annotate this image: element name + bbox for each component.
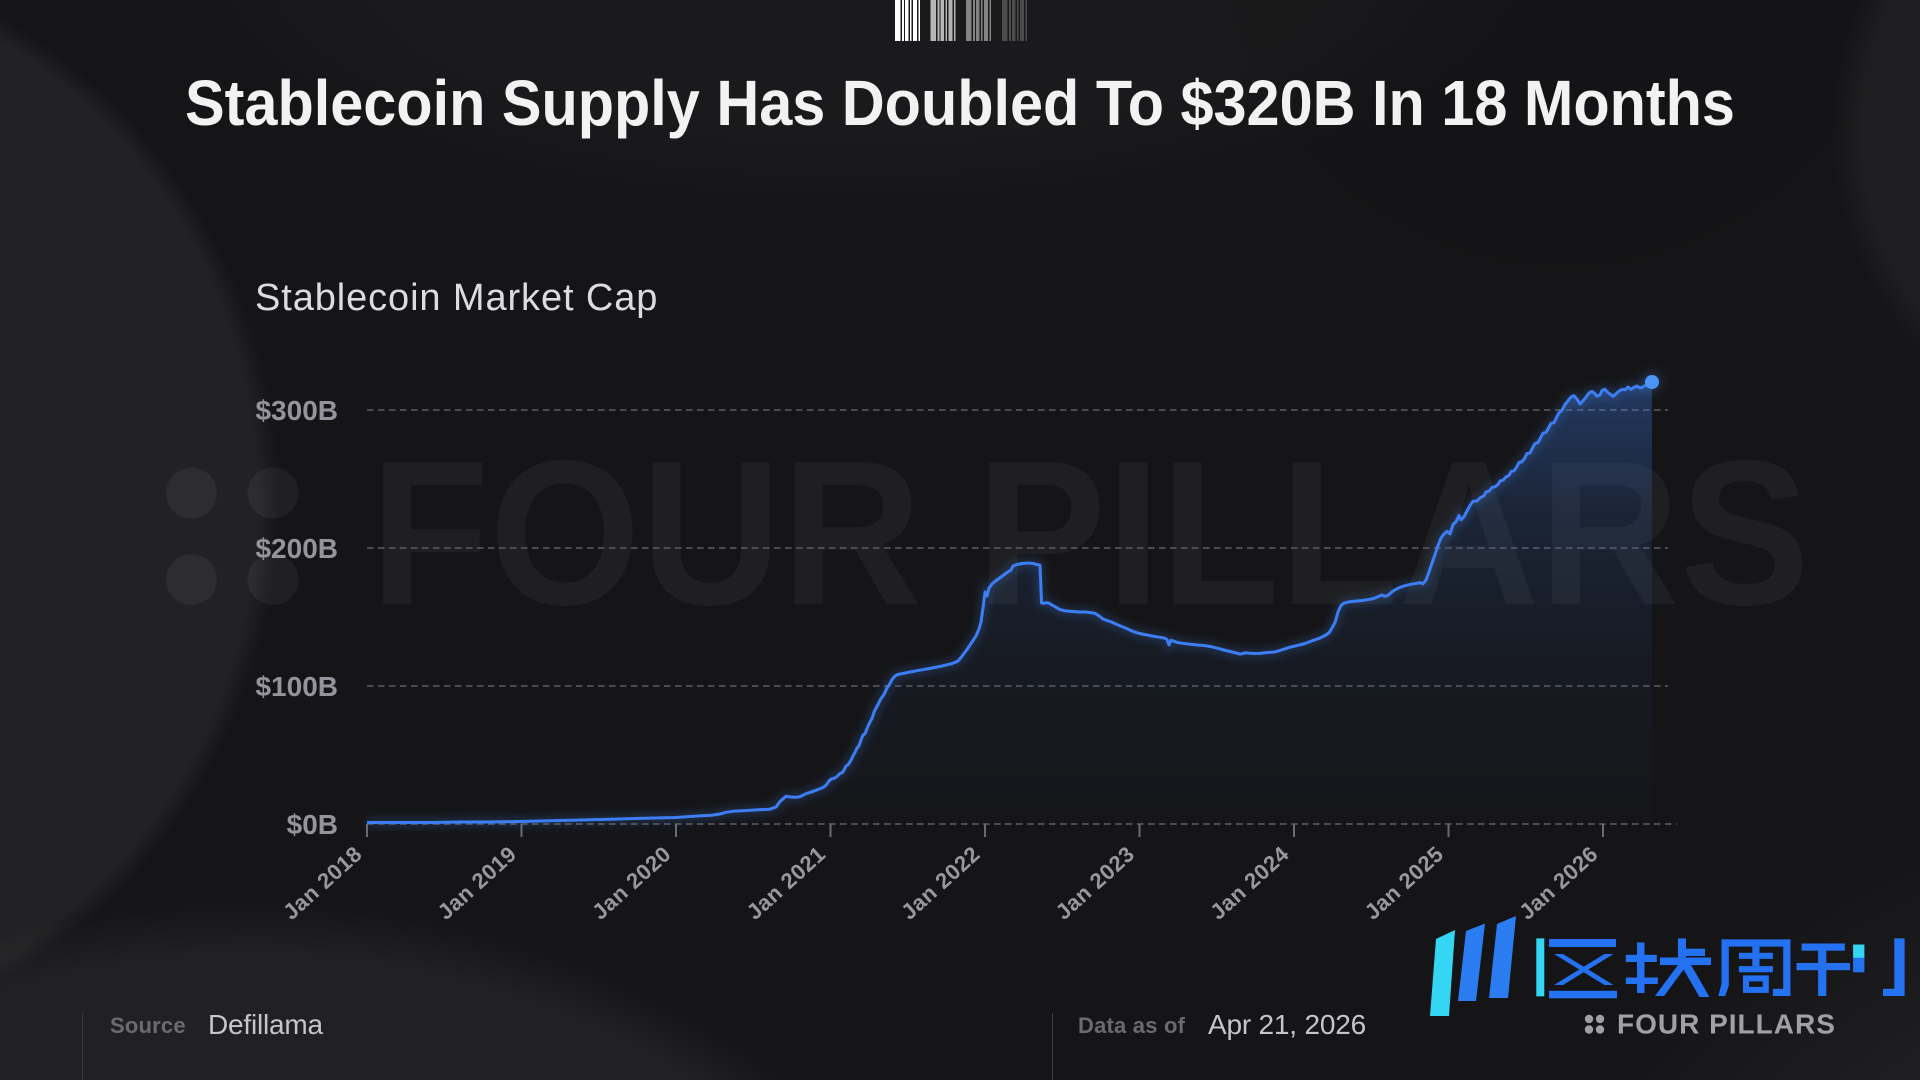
- svg-text:Jan 2018: Jan 2018: [278, 841, 367, 924]
- svg-text:Jan 2024: Jan 2024: [1205, 841, 1294, 925]
- svg-text:Jan 2023: Jan 2023: [1051, 841, 1140, 924]
- svg-text:Jan 2021: Jan 2021: [742, 841, 831, 924]
- svg-text:$100B: $100B: [255, 671, 338, 702]
- svg-text:Jan 2022: Jan 2022: [896, 841, 985, 924]
- svg-text:$200B: $200B: [255, 533, 338, 564]
- svg-text:Jan 2020: Jan 2020: [587, 841, 676, 924]
- svg-text:$300B: $300B: [255, 395, 338, 426]
- svg-text:Jan 2019: Jan 2019: [433, 841, 522, 924]
- svg-text:$0B: $0B: [287, 809, 338, 840]
- svg-text:FOUR PILLARS: FOUR PILLARS: [1617, 1009, 1836, 1040]
